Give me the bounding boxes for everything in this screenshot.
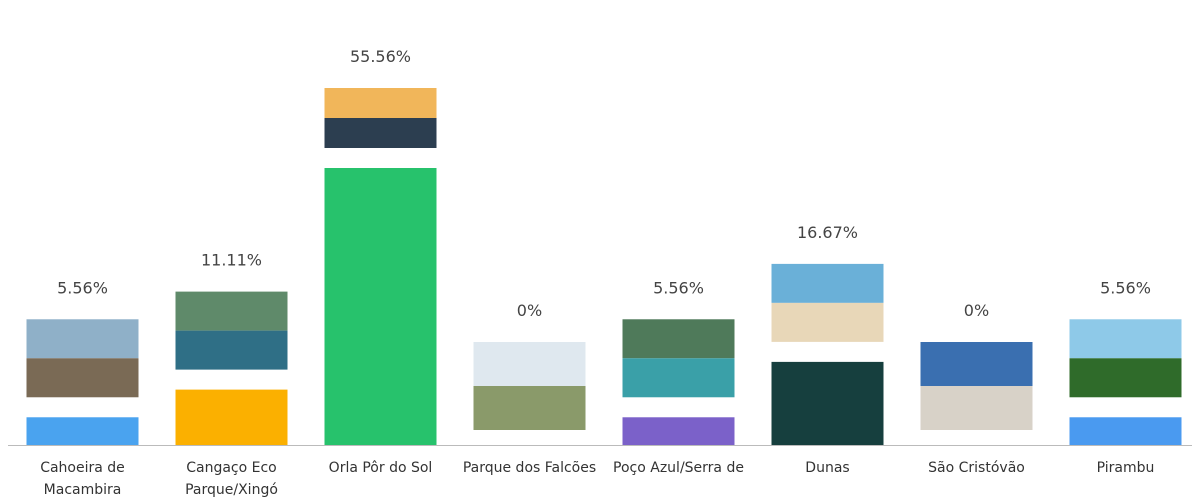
thumb-ground <box>622 358 735 398</box>
thumbnail <box>473 342 586 430</box>
bar <box>175 389 288 445</box>
thumbnail <box>1069 319 1182 398</box>
value-label: 5.56% <box>653 278 704 297</box>
value-label: 16.67% <box>797 223 858 242</box>
thumb-sky <box>1069 319 1182 359</box>
x-tick-label: Cangaço Eco Parque/Xingó <box>185 460 278 498</box>
thumb-sky <box>26 319 139 359</box>
value-label: 5.56% <box>57 278 108 297</box>
thumb-ground <box>324 118 437 148</box>
x-tick-label: Dunas <box>805 460 850 476</box>
bar <box>622 417 735 445</box>
thumb-ground <box>920 386 1033 430</box>
thumb-ground <box>771 302 884 342</box>
value-label: 11.11% <box>201 251 262 270</box>
value-label: 5.56% <box>1100 278 1151 297</box>
x-tick-label: Poço Azul/Serra de <box>613 460 744 476</box>
x-tick-label: Orla Pôr do Sol <box>328 460 433 476</box>
thumb-sky <box>175 291 288 331</box>
bar <box>1069 417 1182 445</box>
value-label: 55.56% <box>350 47 411 66</box>
thumb-sky <box>622 319 735 359</box>
thumb-sky <box>771 263 884 303</box>
thumbnail <box>324 88 437 148</box>
thumb-ground <box>175 330 288 370</box>
thumb-ground <box>1069 358 1182 398</box>
thumbnail <box>26 319 139 398</box>
x-tick-label: São Cristóvão <box>928 460 1025 476</box>
bar <box>324 168 437 445</box>
x-tick-label: Cahoeira de Macambira <box>40 460 125 498</box>
thumbnail <box>175 291 288 370</box>
thumbnail <box>622 319 735 398</box>
thumb-ground <box>473 386 586 430</box>
thumb-ground <box>26 358 139 398</box>
bar <box>771 361 884 445</box>
value-label: 0% <box>964 301 989 320</box>
x-tick-label: Pirambu <box>1096 460 1155 476</box>
thumbnail <box>920 342 1033 430</box>
thumb-sky <box>920 342 1033 386</box>
thumb-sky <box>324 88 437 118</box>
thumb-sky <box>473 342 586 386</box>
thumbnail <box>771 263 884 342</box>
bar <box>26 417 139 445</box>
x-tick-label: Parque dos Falcões <box>462 460 597 476</box>
value-label: 0% <box>517 301 542 320</box>
